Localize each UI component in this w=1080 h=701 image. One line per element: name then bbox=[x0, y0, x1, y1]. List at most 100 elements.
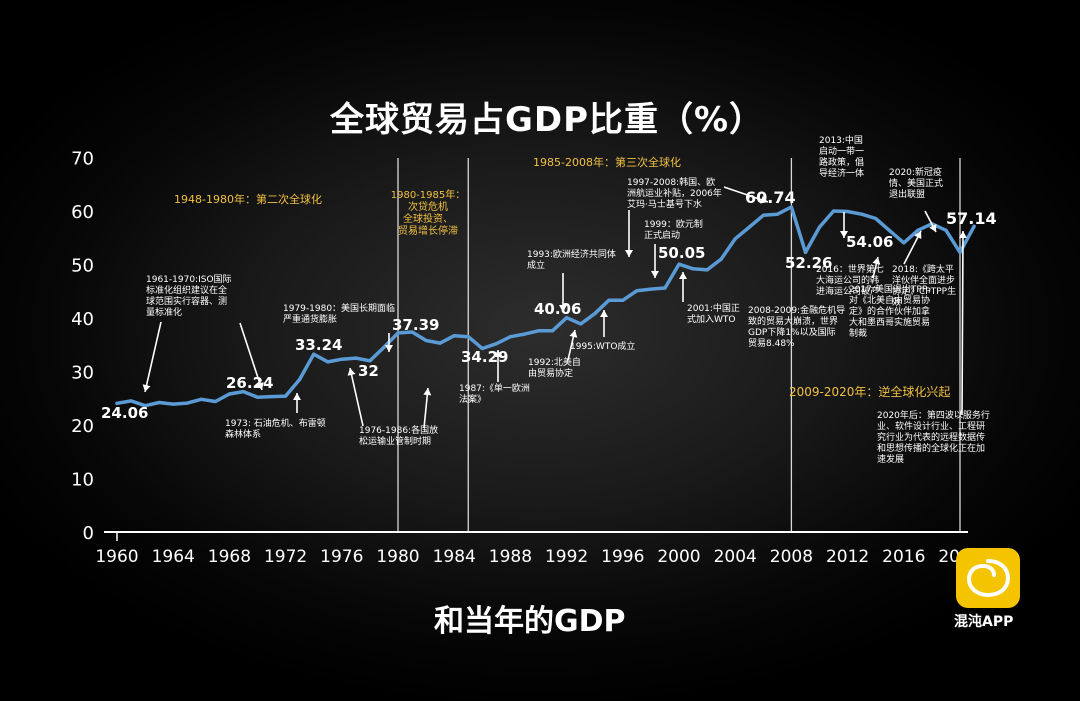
annotation-arrow-19-head bbox=[958, 231, 967, 239]
annotation-9: 1997-2008:韩国、欧洲航运业补贴，2006年艾玛·马士基号下水 bbox=[627, 176, 722, 210]
annotation-arrow-15-head bbox=[840, 231, 848, 238]
data-point-1976 bbox=[340, 357, 344, 361]
x-tick-label-1996: 1996 bbox=[601, 547, 644, 567]
y-tick-label-10: 10 bbox=[71, 470, 94, 491]
data-point-1991 bbox=[550, 329, 555, 333]
annotation-arrow-2-shaft bbox=[239, 322, 263, 391]
data-point-1996 bbox=[621, 298, 625, 302]
annotation-arrow-16-head bbox=[872, 257, 881, 265]
point-label-1974: 33.24 bbox=[295, 336, 342, 354]
y-tick-label-50: 50 bbox=[71, 256, 94, 277]
data-point-1969 bbox=[241, 390, 246, 394]
data-point-1983 bbox=[438, 341, 442, 345]
video-subtitle: 和当年的GDP bbox=[434, 604, 626, 639]
period-caption-3: 1985-2008年：第三次全球化 bbox=[533, 155, 681, 169]
data-point-1980 bbox=[396, 331, 400, 335]
data-point-1981 bbox=[410, 330, 414, 334]
x-tick-label-2012: 2012 bbox=[826, 547, 869, 567]
data-point-1987 bbox=[494, 342, 498, 346]
data-point-1984 bbox=[452, 334, 456, 338]
point-label-2009: 52.26 bbox=[785, 254, 832, 272]
data-point-1960 bbox=[115, 401, 119, 405]
y-tick-label-20: 20 bbox=[71, 416, 94, 437]
app-watermark: 混沌APP bbox=[954, 614, 1014, 630]
app-logo-icon bbox=[956, 548, 1020, 608]
x-tick-label-2008: 2008 bbox=[770, 547, 813, 567]
point-label-1978: 32 bbox=[358, 362, 379, 380]
annotation-15: 2017:美国退出TPP，对《北美自由贸易协定》的合作伙伴加拿大和墨西哥实施贸易… bbox=[849, 283, 936, 339]
series-line bbox=[115, 205, 976, 408]
annotation-arrow-8-head bbox=[559, 305, 567, 312]
data-point-1964 bbox=[171, 402, 175, 406]
data-point-2006 bbox=[761, 213, 765, 217]
data-point-1999 bbox=[663, 286, 667, 290]
annotation-arrow-1-head bbox=[142, 384, 151, 392]
data-point-1994 bbox=[593, 312, 597, 316]
annotation-arrow-7-head bbox=[494, 350, 502, 357]
annotation-arrow-5-head bbox=[347, 368, 356, 376]
data-point-2013 bbox=[860, 212, 864, 216]
annotation-arrow-4-head bbox=[385, 345, 393, 352]
data-point-2008 bbox=[789, 205, 794, 209]
annotation-3: 1979-1980：美国长期面临严重通货膨胀 bbox=[283, 302, 395, 325]
data-point-1979 bbox=[382, 345, 386, 350]
annotation-4: 1976-1986:各国放松运输业管制时期 bbox=[359, 424, 438, 447]
data-point-2009 bbox=[803, 250, 808, 255]
data-point-2016 bbox=[902, 241, 906, 245]
data-point-1971 bbox=[269, 395, 274, 399]
x-tick-label-2000: 2000 bbox=[657, 547, 700, 567]
annotation-arrow-6-head bbox=[423, 388, 432, 396]
y-tick-label-40: 40 bbox=[71, 309, 94, 330]
data-point-1978 bbox=[368, 359, 372, 363]
data-point-1970 bbox=[255, 395, 260, 399]
x-tick-label-1976: 1976 bbox=[320, 547, 363, 567]
point-label-2021: 57.14 bbox=[946, 209, 997, 228]
data-point-1963 bbox=[157, 400, 161, 405]
data-point-1977 bbox=[354, 356, 358, 360]
y-tick-label-60: 60 bbox=[71, 202, 94, 223]
annotation-arrow-5-shaft bbox=[349, 367, 364, 427]
annotation-arrow-13-head bbox=[679, 272, 687, 279]
data-point-2004 bbox=[733, 237, 737, 241]
annotation-arrow-2-head bbox=[256, 382, 264, 390]
data-point-2020 bbox=[958, 250, 962, 255]
point-label-2016: 54.06 bbox=[846, 233, 893, 251]
annotation-11: 2001:中国正式加入WTO bbox=[687, 302, 740, 325]
data-point-2005 bbox=[747, 225, 751, 229]
x-tick-label-2016: 2016 bbox=[882, 547, 925, 567]
data-point-2001 bbox=[691, 267, 695, 271]
data-point-1965 bbox=[185, 401, 189, 405]
data-point-1986 bbox=[480, 346, 484, 351]
point-label-2000: 50.05 bbox=[658, 244, 705, 262]
data-point-1973 bbox=[298, 377, 302, 382]
y-tick-label-0: 0 bbox=[83, 523, 94, 544]
annotation-2: 1973: 石油危机、布雷顿森林体系 bbox=[225, 417, 326, 440]
data-point-1961 bbox=[129, 399, 133, 403]
point-label-1992: 40.06 bbox=[534, 300, 581, 318]
period-caption-2: 1980-1985年：次贷危机全球投资、贸易增长停滞 bbox=[391, 188, 466, 237]
data-point-2003 bbox=[719, 257, 723, 261]
annotation-arrow-17-head bbox=[914, 231, 922, 240]
data-point-2014 bbox=[874, 216, 878, 221]
y-tick-label-30: 30 bbox=[71, 363, 94, 384]
data-point-1974 bbox=[312, 352, 316, 356]
annotation-17: 2020:新冠疫情、美国正式退出联盟 bbox=[889, 166, 943, 200]
chart-title: 全球贸易占GDP比重（%） bbox=[330, 100, 765, 140]
annotation-12: 2008-2009:金融危机导致的贸易大崩溃，世界 GDP下降1%以及国际贸易8.… bbox=[748, 304, 845, 349]
annotation-arrow-19-shaft bbox=[961, 230, 964, 416]
annotation-10: 1999：欧元制正式启动 bbox=[644, 218, 703, 241]
annotation-arrow-11-head bbox=[625, 250, 633, 257]
data-point-2002 bbox=[705, 268, 709, 272]
annotation-arrow-14-shaft bbox=[723, 186, 769, 203]
annotation-arrow-18-head bbox=[929, 223, 937, 232]
annotation-arrow-3-head bbox=[293, 393, 301, 400]
x-tick-label-1968: 1968 bbox=[208, 547, 251, 567]
y-tick-label-70: 70 bbox=[71, 149, 94, 170]
data-point-1972 bbox=[284, 394, 288, 398]
x-tick-label-1980: 1980 bbox=[376, 547, 419, 567]
period-caption-4: 2009-2020年：逆全球化兴起 bbox=[789, 384, 950, 399]
point-label-1960: 24.06 bbox=[101, 404, 148, 422]
data-point-2019 bbox=[944, 228, 948, 232]
